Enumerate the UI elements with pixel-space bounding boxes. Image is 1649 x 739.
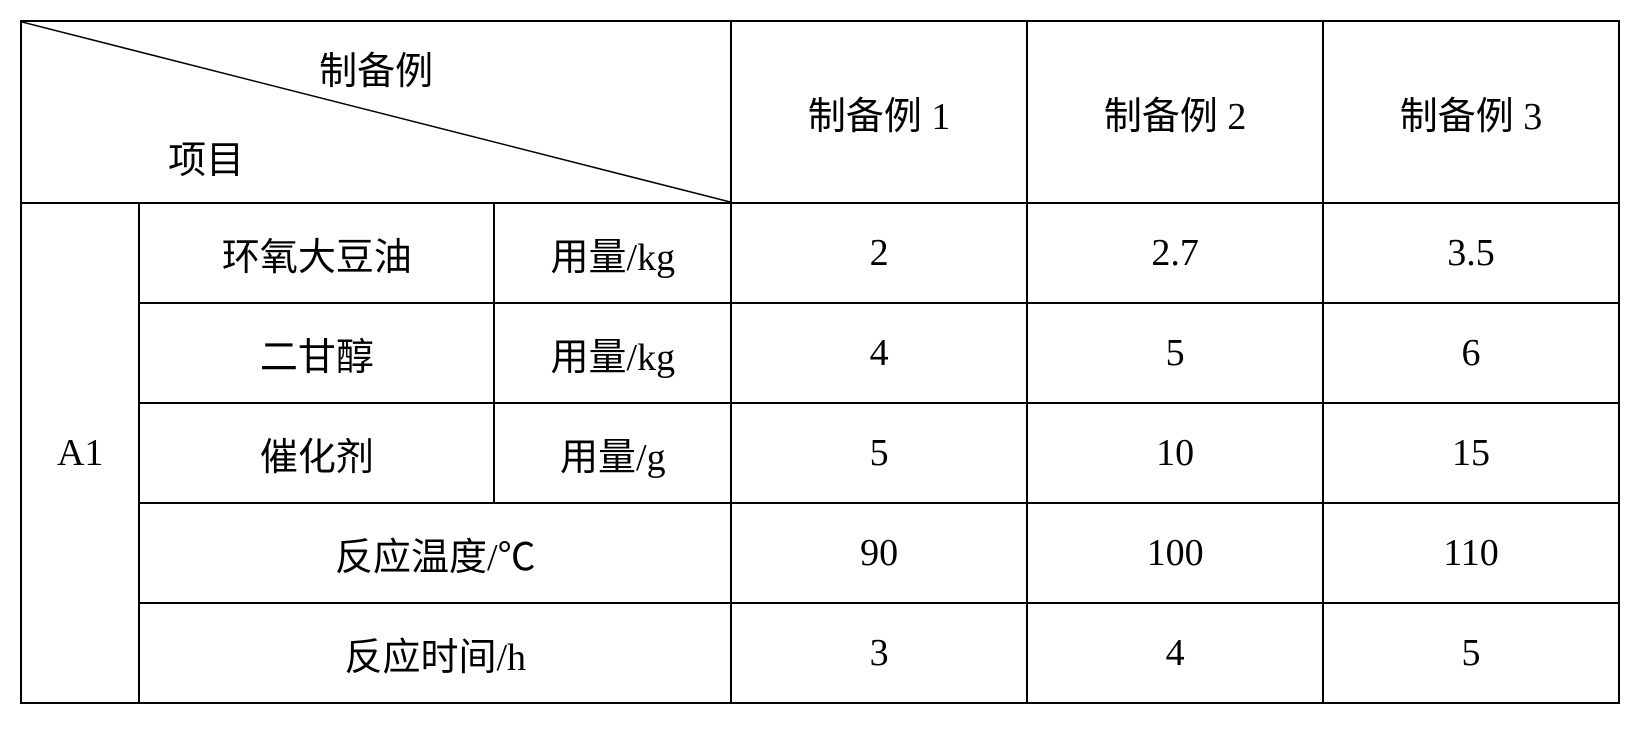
value-cell: 3 bbox=[731, 603, 1027, 703]
header-bottom-label: 项目 bbox=[168, 129, 244, 184]
value-cell: 2.7 bbox=[1027, 203, 1323, 303]
value-cell: 6 bbox=[1323, 303, 1619, 403]
row-name-cell: 催化剂 bbox=[139, 403, 494, 503]
row-name-cell: 二甘醇 bbox=[139, 303, 494, 403]
value-cell: 100 bbox=[1027, 503, 1323, 603]
column-header-1: 制备例 1 bbox=[731, 21, 1027, 203]
diagonal-header-cell: 制备例 项目 bbox=[21, 21, 731, 203]
table-header-row: 制备例 项目 制备例 1 制备例 2 制备例 3 bbox=[21, 21, 1619, 203]
row-name-cell: 环氧大豆油 bbox=[139, 203, 494, 303]
row-unit-cell: 用量/g bbox=[494, 403, 731, 503]
value-cell: 5 bbox=[1323, 603, 1619, 703]
value-cell: 5 bbox=[731, 403, 1027, 503]
value-cell: 15 bbox=[1323, 403, 1619, 503]
column-header-3: 制备例 3 bbox=[1323, 21, 1619, 203]
data-table: 制备例 项目 制备例 1 制备例 2 制备例 3 A1 环氧大豆油 用量/kg … bbox=[20, 20, 1620, 704]
row-unit-cell: 用量/kg bbox=[494, 203, 731, 303]
row-merged-name-cell: 反应温度/℃ bbox=[139, 503, 731, 603]
header-top-label: 制备例 bbox=[319, 40, 433, 95]
value-cell: 90 bbox=[731, 503, 1027, 603]
table-row: 催化剂 用量/g 5 10 15 bbox=[21, 403, 1619, 503]
value-cell: 4 bbox=[1027, 603, 1323, 703]
table-row: 二甘醇 用量/kg 4 5 6 bbox=[21, 303, 1619, 403]
row-unit-cell: 用量/kg bbox=[494, 303, 731, 403]
column-header-2: 制备例 2 bbox=[1027, 21, 1323, 203]
table-row: 反应时间/h 3 4 5 bbox=[21, 603, 1619, 703]
value-cell: 3.5 bbox=[1323, 203, 1619, 303]
value-cell: 10 bbox=[1027, 403, 1323, 503]
value-cell: 4 bbox=[731, 303, 1027, 403]
row-merged-name-cell: 反应时间/h bbox=[139, 603, 731, 703]
group-label-cell: A1 bbox=[21, 203, 139, 703]
table-row: 反应温度/℃ 90 100 110 bbox=[21, 503, 1619, 603]
value-cell: 5 bbox=[1027, 303, 1323, 403]
value-cell: 2 bbox=[731, 203, 1027, 303]
value-cell: 110 bbox=[1323, 503, 1619, 603]
table-row: A1 环氧大豆油 用量/kg 2 2.7 3.5 bbox=[21, 203, 1619, 303]
